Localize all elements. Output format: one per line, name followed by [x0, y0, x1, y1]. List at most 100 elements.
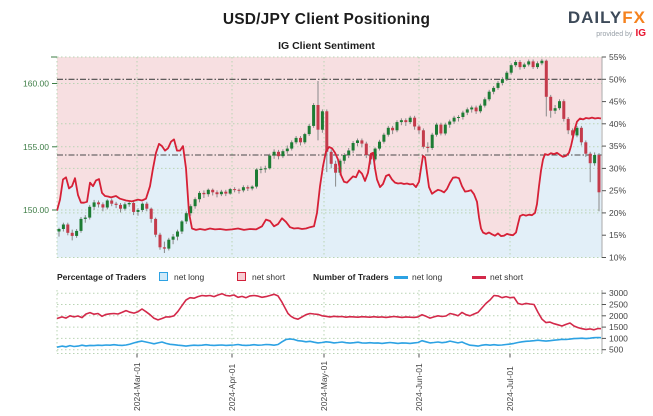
candle-body — [83, 217, 87, 219]
candle-body — [435, 124, 438, 135]
candle-body — [395, 122, 399, 131]
price-axis-label: 160.00 — [23, 79, 49, 89]
candle-body — [562, 101, 566, 119]
candle-body — [294, 137, 298, 143]
candle-body — [132, 203, 136, 212]
candle-body — [272, 151, 276, 156]
candle-body — [391, 127, 395, 131]
candle-body — [588, 153, 592, 164]
candle-body — [140, 203, 144, 210]
candle-body — [364, 143, 368, 155]
candle-body — [408, 117, 412, 123]
candle-body — [79, 218, 83, 231]
candle-body — [421, 130, 425, 147]
candle-body — [241, 187, 245, 191]
pct-axis-label: 45% — [609, 97, 626, 107]
candle-body — [277, 151, 280, 157]
candle-body — [215, 192, 219, 195]
candle-body — [171, 236, 175, 240]
date-axis-label: 2024-May-01 — [319, 361, 329, 411]
candle-body — [474, 107, 478, 112]
net-long-majority-region — [57, 117, 602, 258]
candle-body — [593, 155, 597, 164]
candle-body — [347, 150, 351, 155]
candle-body — [399, 120, 403, 123]
pct-axis-label: 15% — [609, 230, 626, 240]
candle-body — [70, 232, 74, 236]
candle-body — [540, 60, 544, 64]
candle-body — [360, 140, 364, 144]
candle-body — [198, 192, 201, 200]
date-axis-label: 2024-Jul-01 — [505, 366, 515, 411]
pct-axis-label: 30% — [609, 163, 626, 173]
net-long-count-line — [56, 336, 602, 348]
candle-body — [158, 234, 162, 248]
candle-body — [154, 218, 158, 235]
candle-body — [575, 127, 579, 136]
candle-body — [522, 64, 526, 68]
pct-axis-label: 10% — [609, 253, 626, 263]
pct-net-long-swatch-icon — [159, 272, 168, 281]
candle-body — [228, 189, 232, 194]
candle-body — [162, 247, 166, 249]
legend-pct-net-short: net short — [252, 272, 286, 282]
count-net-long-line-icon — [394, 276, 408, 279]
candle-body — [88, 206, 92, 218]
net-short-count-line — [56, 292, 602, 331]
candle-body — [470, 107, 474, 110]
candle-body — [320, 111, 324, 130]
candle-body — [378, 141, 381, 149]
legend-num-net-long: net long — [412, 272, 443, 282]
candle-body — [544, 60, 548, 97]
candle-body — [246, 187, 250, 189]
candle-body — [127, 203, 131, 205]
candle-body — [250, 186, 254, 189]
candle-body — [176, 231, 179, 237]
candle-body — [123, 204, 127, 209]
candle-body — [527, 61, 531, 65]
candle-body — [259, 168, 263, 170]
candle-body — [167, 239, 171, 249]
candle-body — [119, 204, 122, 209]
legend-pct-header: Percentage of Traders — [57, 272, 147, 282]
price-axis-label: 155.00 — [23, 142, 49, 152]
net-short-pct-line — [56, 116, 602, 238]
candle-body — [334, 163, 338, 173]
candle-body — [382, 134, 386, 142]
candle-body — [509, 65, 513, 73]
candle-body — [303, 134, 307, 143]
candle-body — [97, 202, 100, 205]
candle-body — [285, 148, 289, 152]
pct-axis-label: 20% — [609, 208, 626, 218]
candle-body — [342, 155, 346, 161]
candle-body — [487, 91, 491, 100]
candle-body — [584, 142, 588, 154]
candle-body — [299, 137, 302, 143]
candle-body — [307, 125, 311, 135]
candle-body — [263, 168, 267, 170]
candle-body — [184, 213, 188, 222]
candle-body — [531, 61, 535, 68]
candle-body — [92, 202, 96, 207]
candle-body — [496, 82, 500, 88]
count-axis-label: 1500 — [609, 322, 628, 332]
candle-body — [439, 124, 443, 134]
candle-body — [500, 79, 504, 83]
candle-body — [57, 229, 61, 232]
candle-body — [329, 151, 333, 164]
candle-body — [110, 200, 114, 204]
candle-body — [404, 120, 408, 123]
candle-body — [457, 117, 460, 118]
count-axis-label: 1000 — [609, 333, 628, 343]
legend-pct-net-long: net long — [174, 272, 205, 282]
candle-body — [553, 108, 557, 111]
candle-body — [136, 210, 140, 212]
candle-body — [189, 206, 193, 214]
date-axis-label: 2024-Mar-01 — [132, 362, 142, 411]
chart-legend: Percentage of Traders net long net short… — [0, 270, 653, 284]
candle-body — [426, 146, 430, 148]
candle-body — [558, 101, 561, 109]
dailyfx-wordmark: DAILYFX — [567, 8, 646, 27]
